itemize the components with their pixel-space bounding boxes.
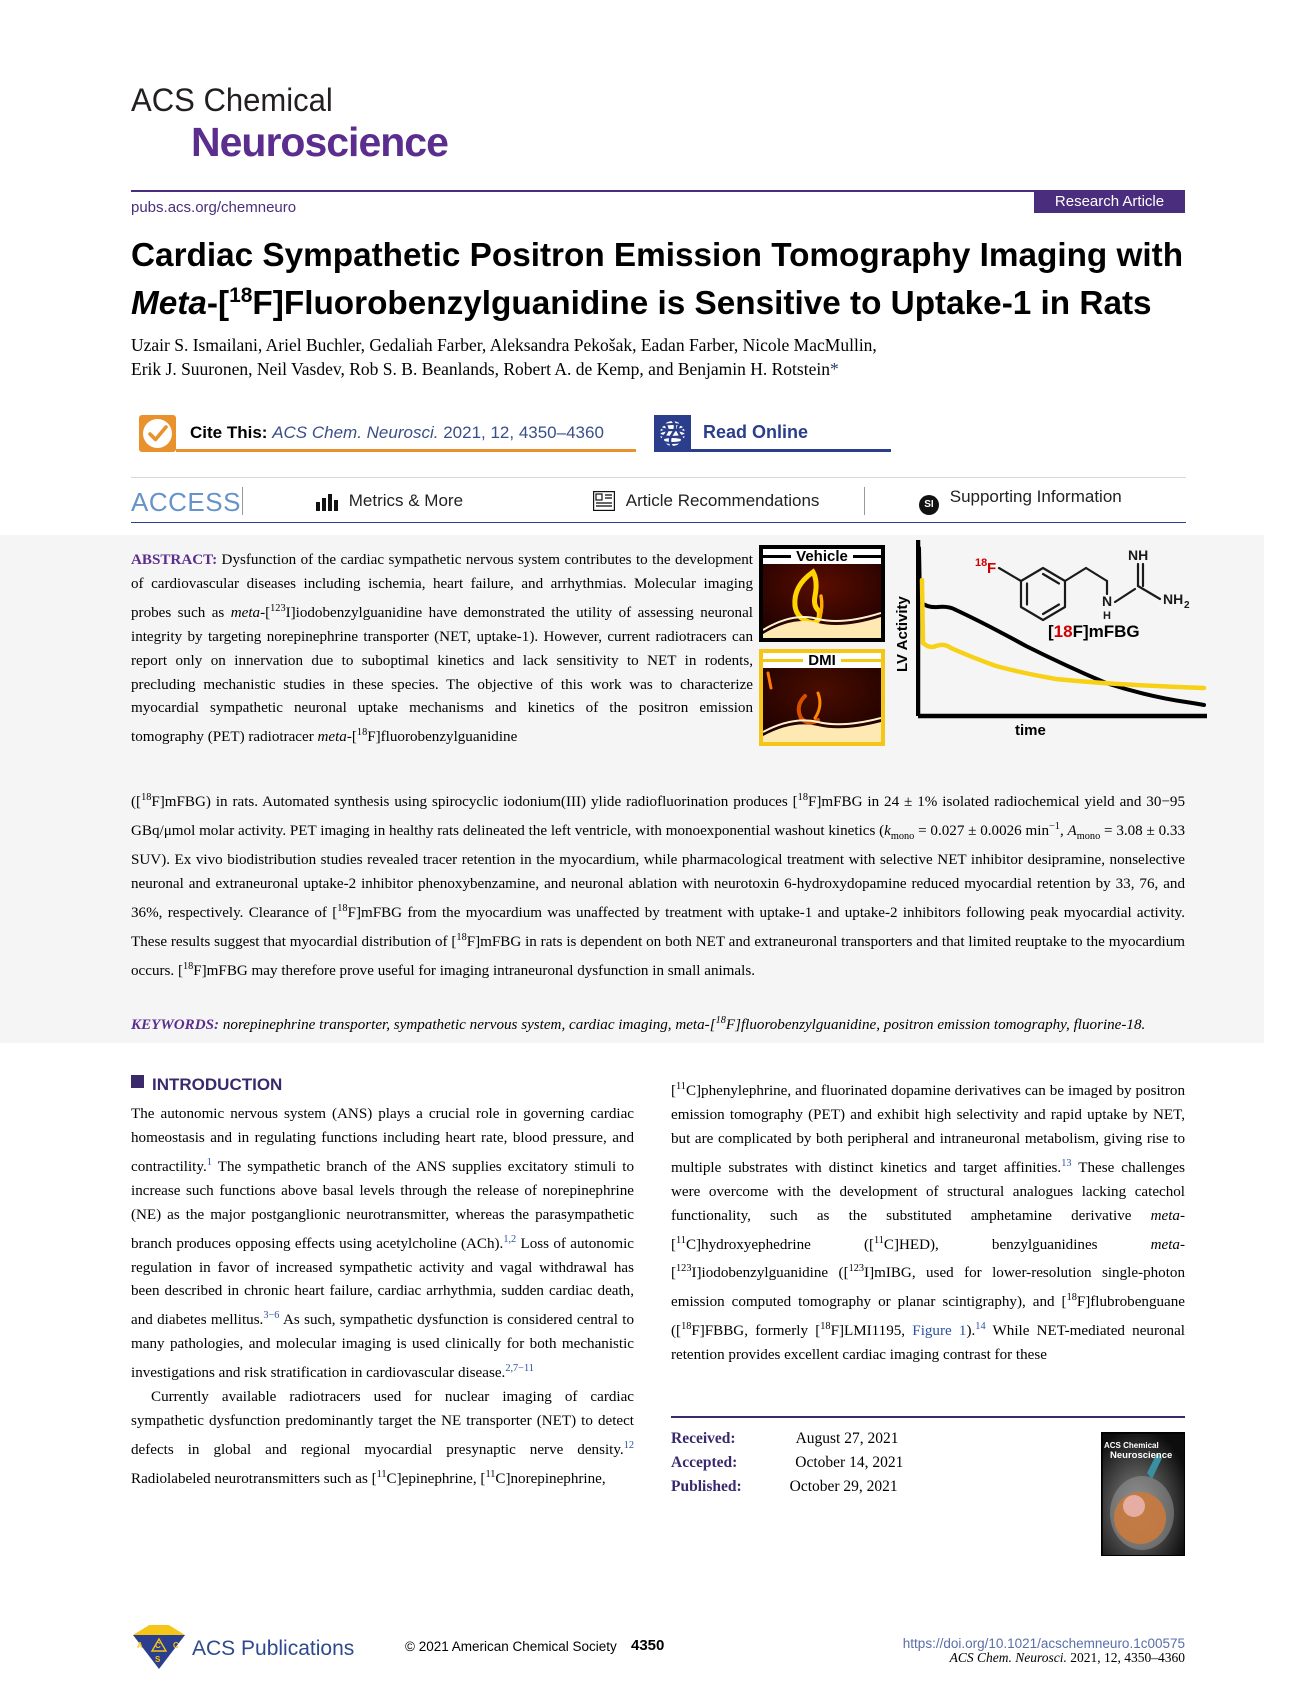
svg-text:F: F bbox=[987, 560, 996, 577]
svg-text:18: 18 bbox=[975, 557, 987, 569]
svg-text:N: N bbox=[1102, 593, 1112, 609]
svg-text:H: H bbox=[1103, 610, 1111, 622]
svg-text:NH: NH bbox=[1163, 591, 1183, 607]
svg-text:Neuroscience: Neuroscience bbox=[1110, 1450, 1172, 1461]
svg-text:C: C bbox=[155, 1641, 161, 1650]
svg-text:NH: NH bbox=[1128, 548, 1148, 563]
svg-text:C: C bbox=[173, 1641, 179, 1650]
svg-text:ACS Chemical: ACS Chemical bbox=[1104, 1441, 1159, 1450]
svg-text:2: 2 bbox=[1184, 600, 1190, 611]
svg-text:A: A bbox=[137, 1641, 143, 1650]
svg-text:S: S bbox=[155, 1655, 161, 1664]
